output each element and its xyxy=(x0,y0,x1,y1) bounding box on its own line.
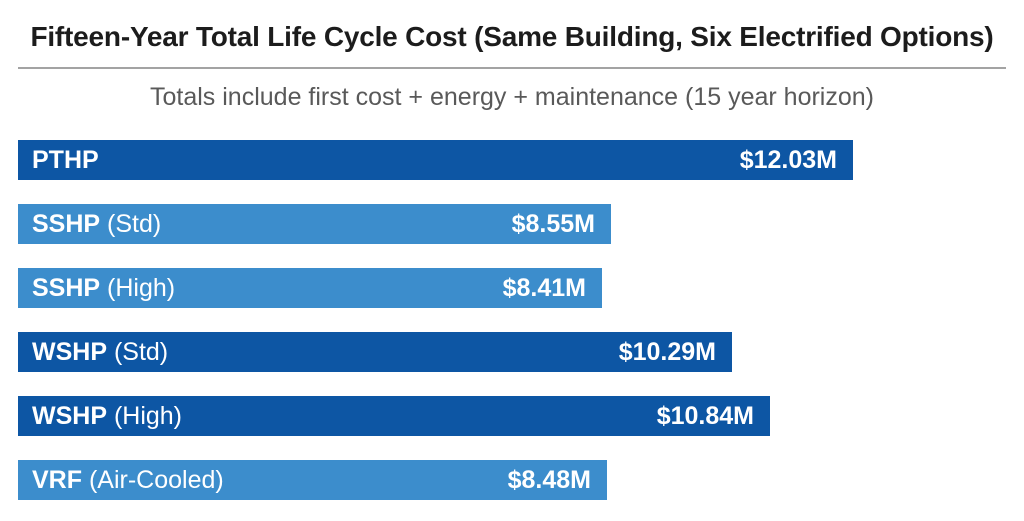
bar: SSHP (Std) $8.55M xyxy=(18,204,611,244)
bar-value-label: $8.48M xyxy=(507,465,591,494)
bar-label-acronym: VRF xyxy=(32,465,82,494)
bar-chart: PTHP $12.03M SSHP (Std) $8.55M SSHP (Hig… xyxy=(18,140,1006,500)
bar-value-label: $8.55M xyxy=(511,209,595,238)
bar-label-qualifier: (Std) xyxy=(100,209,162,238)
bar-label-qualifier: (Air-Cooled) xyxy=(82,465,224,494)
chart-subtitle: Totals include first cost + energy + mai… xyxy=(150,83,874,111)
bar-value-label: $8.41M xyxy=(502,273,586,302)
bar-label-acronym: SSHP xyxy=(32,209,101,238)
bar-value-label: $10.29M xyxy=(618,337,716,366)
bar-label-acronym: PTHP xyxy=(32,145,99,174)
bar-label-acronym: WSHP xyxy=(32,401,107,430)
bar-label: WSHP (Std) xyxy=(32,338,168,367)
bar: SSHP (High) $8.41M xyxy=(18,268,602,308)
bar-label-qualifier: (High) xyxy=(100,273,176,302)
bar-row: SSHP (High) $8.41M xyxy=(18,268,1006,308)
bar: WSHP (High) $10.84M xyxy=(18,396,770,436)
bar-label: SSHP (Std) xyxy=(32,210,161,239)
bar-label-qualifier: (High) xyxy=(107,401,183,430)
chart-title: Fifteen-Year Total Life Cycle Cost (Same… xyxy=(30,21,994,52)
bar-row: WSHP (Std) $10.29M xyxy=(18,332,1006,372)
bar-label: VRF (Air-Cooled) xyxy=(32,466,224,495)
title-divider xyxy=(18,67,1006,69)
bar-label-acronym: WSHP xyxy=(32,337,107,366)
bar-row: SSHP (Std) $8.55M xyxy=(18,204,1006,244)
bar-label: PTHP xyxy=(32,146,99,175)
bar: PTHP $12.03M xyxy=(18,140,853,180)
bar-value-label: $12.03M xyxy=(739,145,837,174)
bar: WSHP (Std) $10.29M xyxy=(18,332,732,372)
bar-label-acronym: SSHP xyxy=(32,273,101,302)
bar-label-qualifier: (Std) xyxy=(107,337,169,366)
bar-label: WSHP (High) xyxy=(32,402,182,431)
bar-label: SSHP (High) xyxy=(32,274,175,303)
bar-row: WSHP (High) $10.84M xyxy=(18,396,1006,436)
bar: VRF (Air-Cooled) $8.48M xyxy=(18,460,607,500)
bar-row: PTHP $12.03M xyxy=(18,140,1006,180)
bar-row: VRF (Air-Cooled) $8.48M xyxy=(18,460,1006,500)
bar-value-label: $10.84M xyxy=(656,401,754,430)
